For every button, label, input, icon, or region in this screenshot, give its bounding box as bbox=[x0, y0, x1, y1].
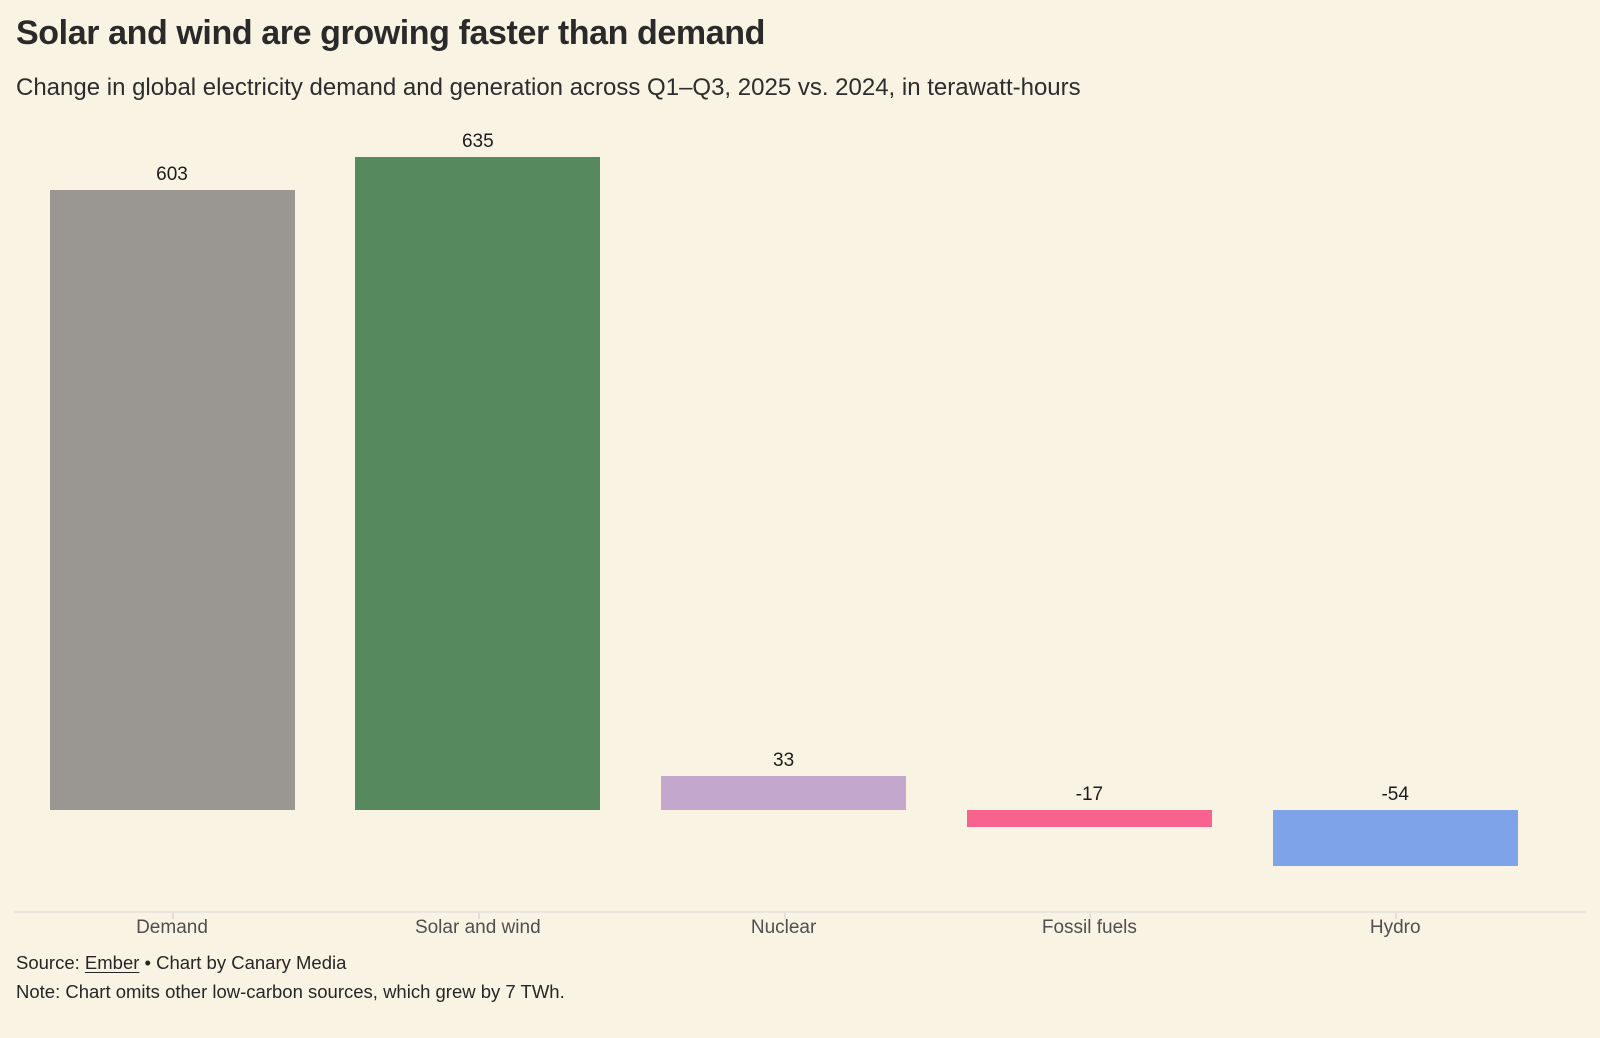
note-line: Note: Chart omits other low-carbon sourc… bbox=[16, 981, 565, 1002]
bar-nuclear[interactable] bbox=[661, 776, 907, 810]
category-label-nuclear: Nuclear bbox=[750, 917, 817, 938]
bar-hydro[interactable] bbox=[1272, 810, 1518, 866]
bar-demand[interactable] bbox=[49, 190, 295, 810]
value-label-demand: 603 bbox=[156, 164, 188, 185]
chart-subtitle: Change in global electricity demand and … bbox=[16, 74, 1081, 101]
source-link-ember[interactable]: Ember bbox=[84, 952, 140, 973]
category-label-demand: Demand bbox=[136, 917, 208, 938]
category-label-solar-and-wind: Solar and wind bbox=[414, 917, 541, 938]
x-axis-line bbox=[14, 911, 1586, 913]
bar-solar-and-wind[interactable] bbox=[355, 157, 601, 810]
bar-fossil-fuels[interactable] bbox=[966, 810, 1212, 827]
value-label-fossil-fuels: -17 bbox=[1075, 784, 1104, 805]
category-label-hydro: Hydro bbox=[1369, 917, 1421, 938]
x-axis-tick bbox=[783, 911, 786, 919]
x-axis-tick bbox=[1395, 911, 1398, 919]
source-line: Source: Ember • Chart by Canary Media bbox=[16, 952, 346, 974]
source-suffix: • Chart by Canary Media bbox=[139, 952, 347, 973]
x-axis-tick bbox=[172, 911, 174, 919]
x-axis-tick bbox=[1089, 911, 1092, 919]
value-label-hydro: -54 bbox=[1381, 784, 1409, 805]
source-prefix: Source: bbox=[16, 952, 85, 973]
x-axis-tick bbox=[477, 911, 480, 919]
category-label-fossil-fuels: Fossil fuels bbox=[1041, 917, 1137, 938]
chart-title: Solar and wind are growing faster than d… bbox=[16, 14, 766, 52]
value-label-nuclear: 33 bbox=[773, 750, 795, 771]
value-label-solar-and-wind: 635 bbox=[461, 131, 494, 152]
